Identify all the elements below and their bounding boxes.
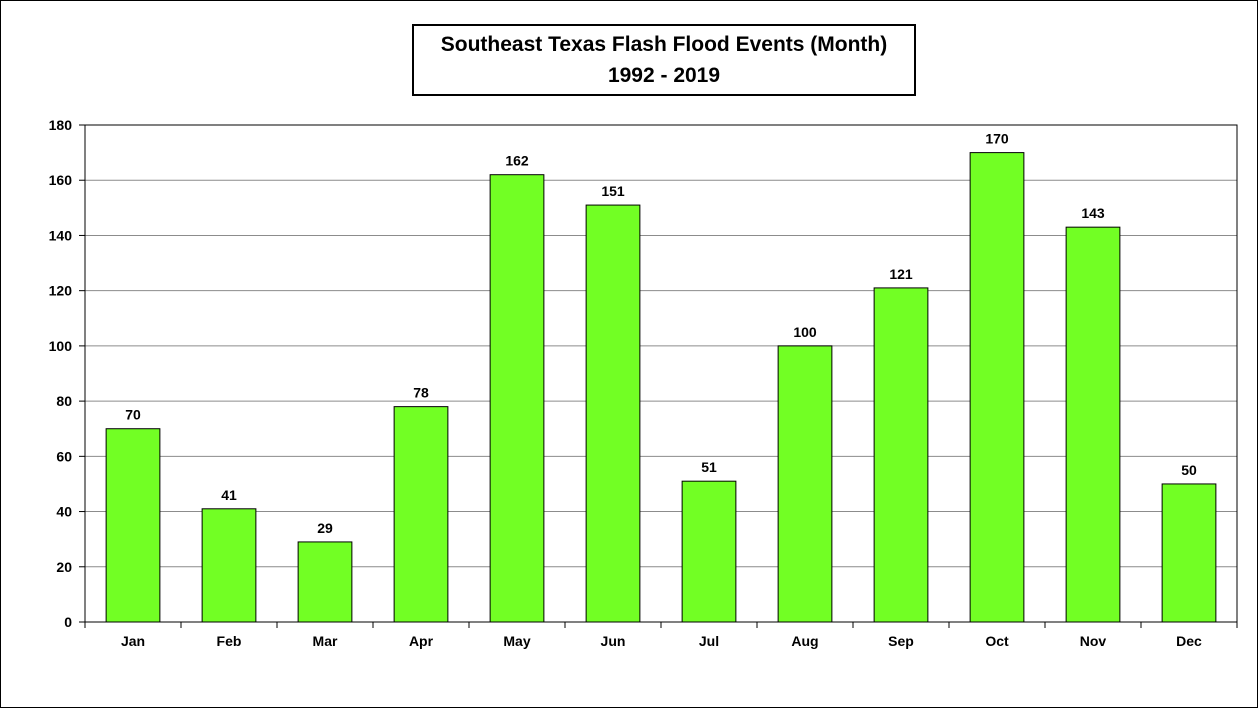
- data-label: 143: [1081, 205, 1105, 221]
- data-label: 121: [889, 266, 913, 282]
- y-tick-label: 180: [49, 117, 73, 133]
- y-tick-label: 140: [49, 227, 73, 243]
- bar-aug: [777, 345, 833, 623]
- bar-nov: [1065, 226, 1121, 623]
- y-tick-label: 120: [49, 283, 73, 299]
- data-label: 151: [601, 183, 625, 199]
- x-tick-label: Feb: [217, 633, 242, 649]
- x-tick-label: Sep: [888, 633, 914, 649]
- bar-jan: [105, 428, 161, 623]
- x-tick-label: Aug: [791, 633, 818, 649]
- plot-area: [85, 125, 1237, 622]
- y-tick-label: 100: [49, 338, 73, 354]
- y-tick-label: 80: [56, 393, 72, 409]
- y-tick-label: 40: [56, 504, 72, 520]
- bar-may: [489, 174, 545, 623]
- bar-mar: [297, 541, 353, 623]
- data-label: 170: [985, 131, 1009, 147]
- x-tick-label: Apr: [409, 633, 434, 649]
- chart-title: Southeast Texas Flash Flood Events (Mont…: [440, 33, 888, 56]
- y-tick-label: 160: [49, 172, 73, 188]
- data-label: 29: [317, 520, 333, 536]
- bar-apr: [393, 406, 449, 623]
- bar-sep: [873, 287, 929, 623]
- y-tick-label: 0: [64, 614, 72, 630]
- data-label: 100: [793, 324, 817, 340]
- x-tick-label: Jun: [601, 633, 626, 649]
- x-tick-label: Jan: [121, 633, 145, 649]
- bar-dec: [1161, 483, 1217, 623]
- data-label: 78: [413, 385, 429, 401]
- bar-feb: [201, 508, 257, 623]
- bar-oct: [969, 152, 1025, 623]
- data-label: 41: [221, 487, 237, 503]
- x-tick-label: Oct: [985, 633, 1009, 649]
- x-tick-label: May: [503, 633, 530, 649]
- chart-title-box: Southeast Texas Flash Flood Events (Mont…: [412, 24, 916, 96]
- bar-jun: [585, 204, 641, 623]
- x-tick-label: Mar: [313, 633, 338, 649]
- data-label: 70: [125, 407, 141, 423]
- data-label: 162: [505, 153, 529, 169]
- x-tick-label: Dec: [1176, 633, 1202, 649]
- y-tick-label: 60: [56, 448, 72, 464]
- x-tick-label: Jul: [699, 633, 719, 649]
- bar-jul: [681, 480, 737, 623]
- chart-subtitle: 1992 - 2019: [607, 64, 721, 87]
- data-label: 50: [1181, 462, 1197, 478]
- x-tick-label: Nov: [1080, 633, 1107, 649]
- y-tick-label: 20: [56, 559, 72, 575]
- data-label: 51: [701, 459, 717, 475]
